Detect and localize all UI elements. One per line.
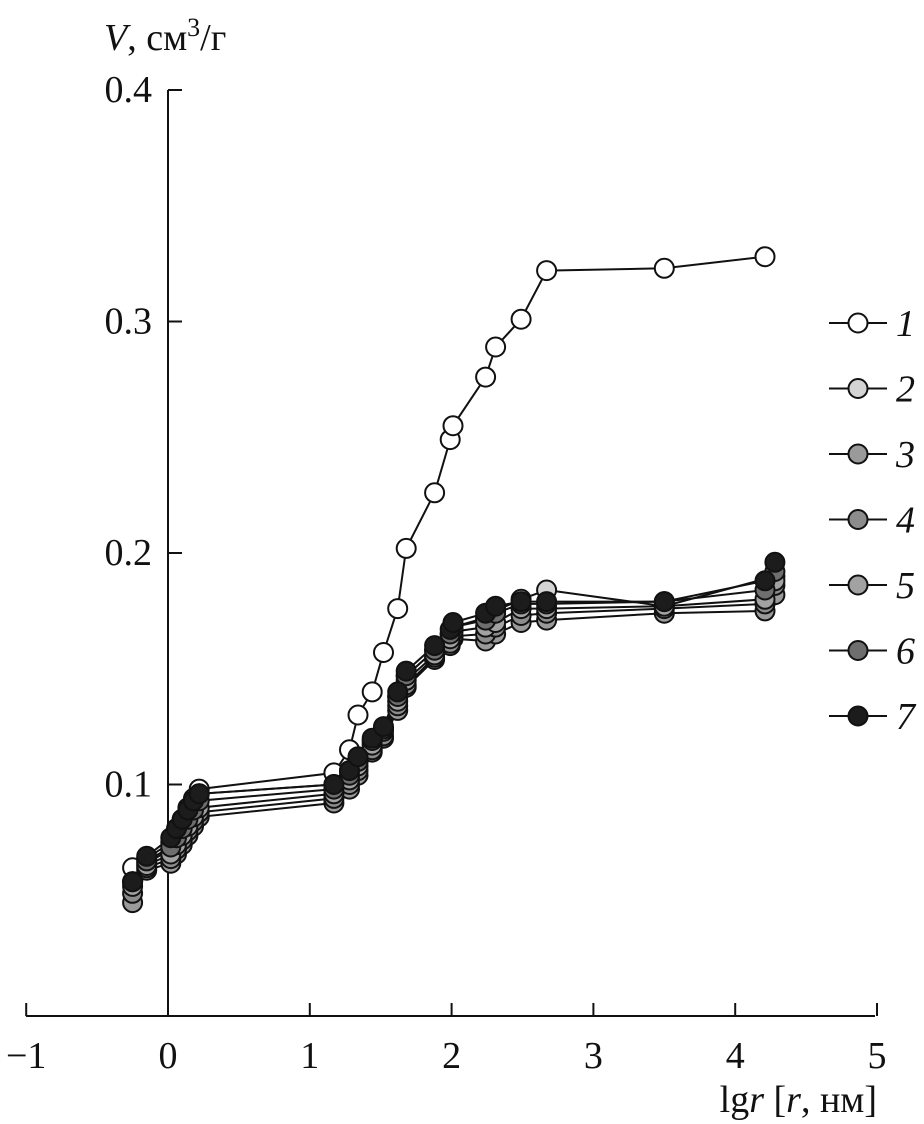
legend-marker <box>847 443 869 465</box>
series-1-point <box>442 415 464 437</box>
x-tick-label: 2 <box>442 1035 461 1077</box>
series-7-point <box>510 591 532 613</box>
series-7-point <box>347 746 369 768</box>
x-tick-label: 4 <box>726 1035 745 1077</box>
legend-label: 6 <box>896 631 915 673</box>
y-tick-label: 0.2 <box>105 532 153 574</box>
series-1-point <box>373 642 394 663</box>
legend-marker <box>847 640 869 661</box>
series-markers <box>122 246 786 914</box>
series-7-point <box>122 871 144 893</box>
legend-label: 1 <box>896 303 915 345</box>
series-7-point <box>373 716 394 738</box>
legend-marker <box>847 312 869 334</box>
legend-marker <box>847 574 869 596</box>
x-axis-title: lgr [r, нм] <box>720 1079 877 1121</box>
x-tick-label: 5 <box>868 1035 887 1077</box>
series-1-line <box>132 255 766 869</box>
y-axis-ticks: 0.1 0.2 0.3 0.4 <box>105 69 182 806</box>
series-1-point <box>387 598 409 620</box>
series-7-point <box>424 635 446 657</box>
series-7-point <box>387 681 409 703</box>
series-1-point <box>653 257 675 279</box>
series-7-point <box>442 612 464 633</box>
series-1-point <box>347 704 369 726</box>
series-7-point <box>395 660 417 682</box>
series-1-point <box>475 366 497 388</box>
x-tick-label: 3 <box>584 1035 603 1077</box>
legend: 1 2 3 4 5 6 7 <box>829 303 917 738</box>
series-7-point <box>485 595 507 617</box>
series-1-point <box>754 246 776 268</box>
series-7-point <box>188 783 210 805</box>
legend-marker <box>847 378 869 399</box>
series-7-line <box>131 561 776 883</box>
x-axis-ticks: −1 0 1 2 3 4 5 <box>6 1003 887 1077</box>
series-1-point <box>424 482 446 504</box>
y-axis-title: V, см3/г <box>104 13 226 59</box>
y-tick-label: 0.1 <box>105 764 153 806</box>
series-7-point <box>754 570 776 592</box>
series-1-point <box>361 681 383 703</box>
series-lines <box>131 255 776 903</box>
series-7-point <box>323 774 345 795</box>
x-tick-label: 0 <box>159 1035 178 1077</box>
series-1-point <box>536 260 558 282</box>
series-1-point <box>510 308 532 330</box>
x-tick-label: −1 <box>6 1035 46 1077</box>
series-7-point <box>653 591 675 613</box>
legend-label: 5 <box>896 565 915 607</box>
series-7-point <box>136 845 158 867</box>
legend-marker <box>847 705 869 727</box>
legend-marker <box>847 509 869 530</box>
legend-label: 2 <box>896 369 915 411</box>
series-1-point <box>395 537 417 559</box>
y-tick-label: 0.3 <box>105 301 153 343</box>
x-tick-label: 1 <box>300 1035 319 1077</box>
y-tick-label: 0.4 <box>105 69 153 111</box>
legend-label: 7 <box>896 696 917 738</box>
series-7-point <box>536 591 558 613</box>
legend-label: 4 <box>896 500 915 542</box>
series-1-point <box>485 336 507 358</box>
legend-label: 3 <box>895 434 915 476</box>
series-7-point <box>764 551 786 573</box>
